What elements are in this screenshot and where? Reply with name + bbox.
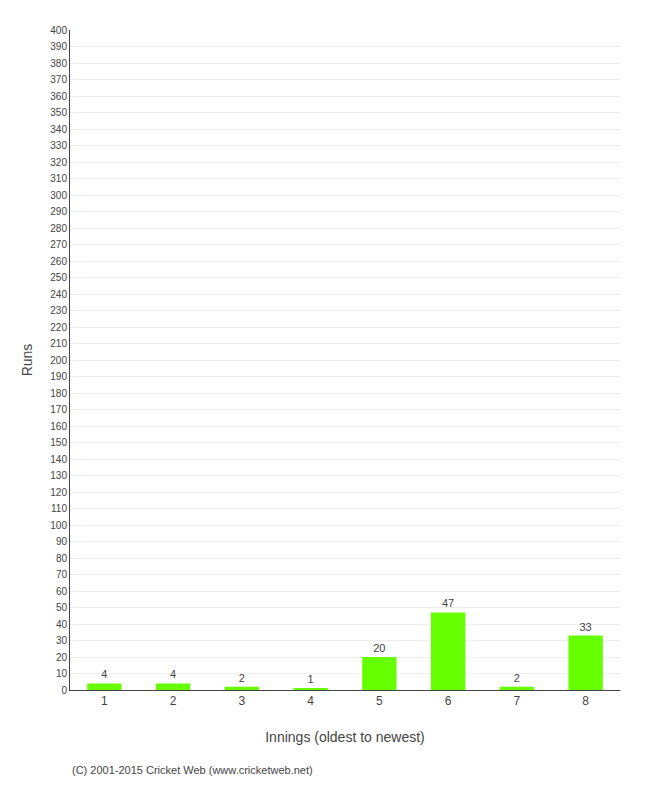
svg-text:220: 220 <box>50 322 67 333</box>
svg-text:180: 180 <box>50 388 67 399</box>
svg-text:190: 190 <box>50 371 67 382</box>
svg-text:Runs: Runs <box>19 344 35 377</box>
svg-text:400: 400 <box>50 25 67 36</box>
svg-text:250: 250 <box>50 272 67 283</box>
svg-text:(C) 2001-2015 Cricket Web (www: (C) 2001-2015 Cricket Web (www.cricketwe… <box>72 764 313 776</box>
svg-text:330: 330 <box>50 140 67 151</box>
svg-text:230: 230 <box>50 305 67 316</box>
svg-text:200: 200 <box>50 355 67 366</box>
svg-text:290: 290 <box>50 206 67 217</box>
svg-text:350: 350 <box>50 107 67 118</box>
svg-text:33: 33 <box>580 621 592 633</box>
svg-text:4: 4 <box>101 668 107 680</box>
svg-text:4: 4 <box>170 668 176 680</box>
svg-text:5: 5 <box>376 694 383 708</box>
svg-text:8: 8 <box>582 694 589 708</box>
svg-text:100: 100 <box>50 520 67 531</box>
svg-text:390: 390 <box>50 41 67 52</box>
svg-text:7: 7 <box>514 694 521 708</box>
svg-text:2: 2 <box>239 672 245 684</box>
svg-text:240: 240 <box>50 289 67 300</box>
svg-text:270: 270 <box>50 239 67 250</box>
svg-text:2: 2 <box>514 672 520 684</box>
svg-text:150: 150 <box>50 437 67 448</box>
svg-text:0: 0 <box>61 685 67 696</box>
svg-text:30: 30 <box>56 635 68 646</box>
svg-text:140: 140 <box>50 454 67 465</box>
svg-text:340: 340 <box>50 124 67 135</box>
svg-text:40: 40 <box>56 619 68 630</box>
svg-text:70: 70 <box>56 569 68 580</box>
svg-text:20: 20 <box>56 652 68 663</box>
svg-text:Innings (oldest to newest): Innings (oldest to newest) <box>265 729 425 745</box>
svg-text:130: 130 <box>50 470 67 481</box>
svg-text:47: 47 <box>442 597 454 609</box>
svg-text:1: 1 <box>101 694 108 708</box>
svg-text:320: 320 <box>50 157 67 168</box>
svg-text:280: 280 <box>50 223 67 234</box>
svg-text:210: 210 <box>50 338 67 349</box>
svg-text:20: 20 <box>373 642 385 654</box>
svg-text:6: 6 <box>445 694 452 708</box>
svg-text:120: 120 <box>50 487 67 498</box>
svg-text:1: 1 <box>308 673 314 685</box>
svg-text:3: 3 <box>239 694 246 708</box>
svg-text:60: 60 <box>56 586 68 597</box>
svg-text:80: 80 <box>56 553 68 564</box>
svg-text:260: 260 <box>50 256 67 267</box>
svg-text:380: 380 <box>50 58 67 69</box>
svg-text:170: 170 <box>50 404 67 415</box>
svg-text:360: 360 <box>50 91 67 102</box>
svg-text:4: 4 <box>307 694 314 708</box>
svg-text:300: 300 <box>50 190 67 201</box>
svg-text:50: 50 <box>56 602 68 613</box>
svg-text:2: 2 <box>170 694 177 708</box>
svg-text:370: 370 <box>50 74 67 85</box>
svg-text:90: 90 <box>56 536 68 547</box>
svg-text:10: 10 <box>56 668 68 679</box>
svg-text:160: 160 <box>50 421 67 432</box>
svg-text:310: 310 <box>50 173 67 184</box>
svg-text:110: 110 <box>51 503 67 514</box>
